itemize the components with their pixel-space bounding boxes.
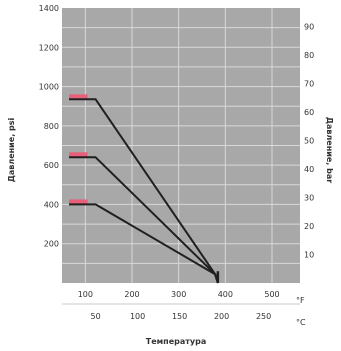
x-bottom-unit-label: °C — [296, 318, 306, 327]
y-left-tick-label: 800 — [44, 122, 59, 131]
y-axis-left-label: Давление, psi — [7, 118, 16, 183]
series-highlight-band — [69, 152, 88, 158]
x-top-tick-label: 500 — [264, 290, 279, 299]
y-left-tick-label: 400 — [44, 200, 59, 209]
x-bottom-tick-label: 50 — [91, 312, 101, 321]
plot-area — [62, 8, 300, 305]
x-bottom-tick-label: 200 — [214, 312, 229, 321]
x-top-tick-label: 200 — [124, 290, 139, 299]
x-top-unit-label: °F — [296, 296, 305, 305]
x-axis-label: Температура — [146, 337, 206, 346]
y-left-tick-label: 1200 — [39, 43, 59, 52]
y-right-tick-label: 30 — [304, 194, 314, 203]
y-left-tick-label: 200 — [44, 240, 59, 249]
y-right-tick-label: 70 — [304, 80, 314, 89]
y-left-tick-label: 1000 — [39, 83, 59, 92]
y-right-tick-label: 10 — [304, 251, 314, 260]
series-group — [69, 94, 220, 284]
y-left-tick-label: 1400 — [39, 4, 59, 13]
series-highlight-band — [69, 199, 88, 205]
labels-group: Давление, psi Давление, bar Температура … — [7, 4, 334, 346]
y-right-tick-label: 40 — [304, 165, 314, 174]
x-top-tick-label: 100 — [78, 290, 93, 299]
x-bottom-tick-label: 100 — [130, 312, 145, 321]
y-right-tick-label: 20 — [304, 222, 314, 231]
x-bottom-tick-label: 150 — [172, 312, 187, 321]
series-line — [69, 203, 219, 284]
y-axis-right-label: Давление, bar — [325, 117, 334, 183]
y-right-tick-label: 80 — [304, 51, 314, 60]
x-top-tick-label: 300 — [171, 290, 186, 299]
x-top-tick-label: 400 — [218, 290, 233, 299]
y-right-tick-label: 90 — [304, 23, 314, 32]
y-left-tick-label: 600 — [44, 161, 59, 170]
y-right-tick-label: 50 — [304, 137, 314, 146]
series-highlight-band — [69, 94, 88, 100]
y-right-tick-label: 60 — [304, 108, 314, 117]
x-bottom-tick-label: 250 — [256, 312, 271, 321]
